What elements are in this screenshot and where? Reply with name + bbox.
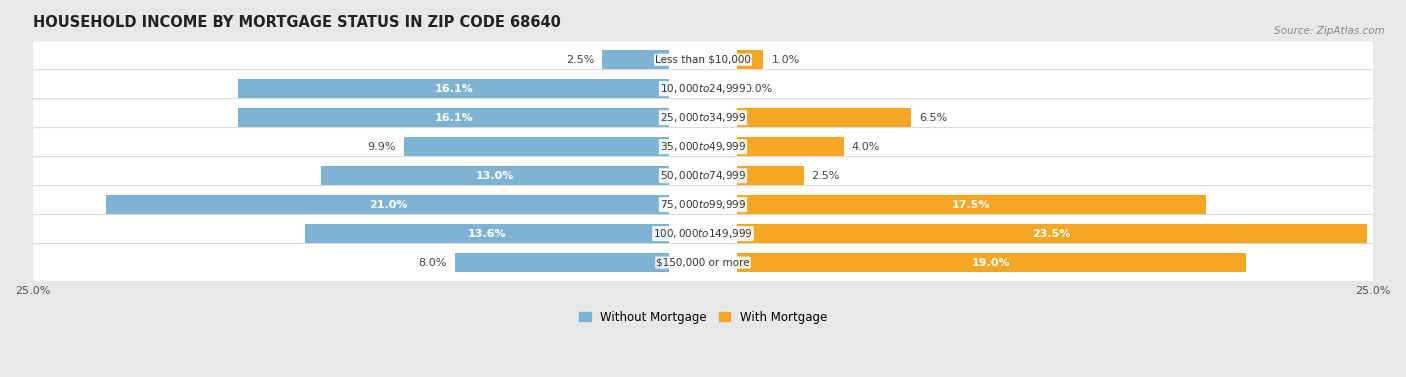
Bar <box>602 50 669 69</box>
Bar <box>737 166 804 185</box>
Bar <box>737 50 763 69</box>
Text: Less than $10,000: Less than $10,000 <box>655 55 751 65</box>
FancyBboxPatch shape <box>31 99 1375 137</box>
Bar <box>404 137 669 156</box>
Bar <box>305 224 669 243</box>
Bar <box>737 108 911 127</box>
Text: HOUSEHOLD INCOME BY MORTGAGE STATUS IN ZIP CODE 68640: HOUSEHOLD INCOME BY MORTGAGE STATUS IN Z… <box>32 15 561 30</box>
Text: 8.0%: 8.0% <box>419 257 447 268</box>
Text: 21.0%: 21.0% <box>368 200 408 210</box>
Bar <box>737 253 1246 272</box>
Text: 6.5%: 6.5% <box>920 113 948 123</box>
Text: Source: ZipAtlas.com: Source: ZipAtlas.com <box>1274 26 1385 37</box>
FancyBboxPatch shape <box>31 157 1375 195</box>
Text: 9.9%: 9.9% <box>367 142 396 152</box>
Bar <box>238 79 669 98</box>
Text: $50,000 to $74,999: $50,000 to $74,999 <box>659 169 747 182</box>
Bar <box>238 108 669 127</box>
Text: 2.5%: 2.5% <box>567 55 595 65</box>
Text: 13.0%: 13.0% <box>477 171 515 181</box>
Text: 17.5%: 17.5% <box>952 200 990 210</box>
Bar <box>456 253 669 272</box>
Text: $35,000 to $49,999: $35,000 to $49,999 <box>659 140 747 153</box>
Text: 13.6%: 13.6% <box>468 228 506 239</box>
FancyBboxPatch shape <box>31 70 1375 108</box>
Text: 2.5%: 2.5% <box>811 171 839 181</box>
Text: 0.0%: 0.0% <box>745 84 773 94</box>
FancyBboxPatch shape <box>31 128 1375 166</box>
Bar <box>737 224 1367 243</box>
FancyBboxPatch shape <box>31 215 1375 253</box>
Text: 19.0%: 19.0% <box>972 257 1011 268</box>
Text: 16.1%: 16.1% <box>434 84 472 94</box>
Text: $100,000 to $149,999: $100,000 to $149,999 <box>654 227 752 240</box>
Bar <box>107 195 669 214</box>
Text: 16.1%: 16.1% <box>434 113 472 123</box>
Text: $150,000 or more: $150,000 or more <box>657 257 749 268</box>
Legend: Without Mortgage, With Mortgage: Without Mortgage, With Mortgage <box>574 306 832 328</box>
FancyBboxPatch shape <box>31 185 1375 224</box>
FancyBboxPatch shape <box>31 41 1375 79</box>
Bar <box>737 195 1206 214</box>
FancyBboxPatch shape <box>31 244 1375 282</box>
Text: $75,000 to $99,999: $75,000 to $99,999 <box>659 198 747 211</box>
Text: $10,000 to $24,999: $10,000 to $24,999 <box>659 82 747 95</box>
Text: 4.0%: 4.0% <box>852 142 880 152</box>
Text: 23.5%: 23.5% <box>1032 228 1071 239</box>
Text: $25,000 to $34,999: $25,000 to $34,999 <box>659 111 747 124</box>
Text: 1.0%: 1.0% <box>772 55 800 65</box>
Bar <box>737 137 844 156</box>
Bar <box>321 166 669 185</box>
